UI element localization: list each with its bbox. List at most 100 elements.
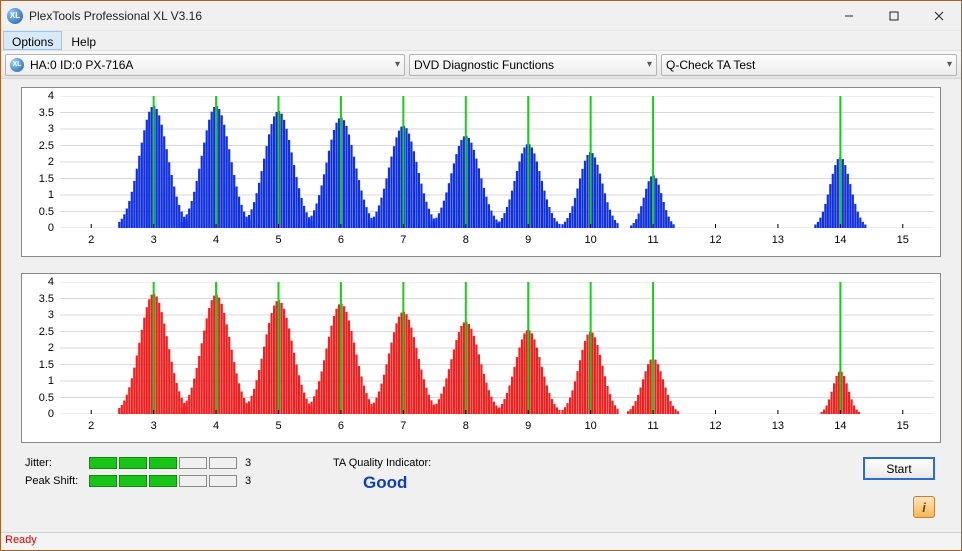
x-tick-label: 3 — [151, 420, 157, 432]
y-tick-label: 0 — [48, 222, 54, 234]
segment — [179, 457, 207, 469]
x-tick-label: 3 — [151, 234, 157, 246]
actions-panel: Start i — [787, 457, 937, 518]
y-tick-label: 2.5 — [39, 326, 54, 338]
y-tick-label: 1.5 — [39, 359, 54, 371]
y-axis-ticks: 00.511.522.533.54 — [22, 282, 56, 414]
jitter-chart-bottom: 00.511.522.533.54 23456789101112131415 — [21, 273, 941, 443]
x-tick-label: 11 — [647, 234, 658, 246]
function-label: DVD Diagnostic Functions — [414, 58, 554, 72]
x-tick-label: 5 — [275, 420, 281, 432]
y-tick-label: 0 — [48, 408, 54, 420]
quality-panel: TA Quality Indicator: Good — [275, 457, 787, 493]
function-combo[interactable]: DVD Diagnostic Functions ▾ — [409, 54, 657, 76]
x-tick-label: 11 — [647, 420, 658, 432]
x-tick-label: 12 — [709, 420, 721, 432]
y-tick-label: 3 — [48, 309, 54, 321]
x-tick-label: 10 — [585, 234, 597, 246]
device-combo[interactable]: XL HA:0 ID:0 PX-716A ▾ — [5, 54, 405, 76]
minimize-button[interactable] — [826, 1, 871, 30]
peakshift-metric: Peak Shift: 3 — [25, 475, 275, 487]
x-tick-label: 15 — [897, 234, 909, 246]
x-tick-label: 13 — [772, 234, 784, 246]
y-tick-label: 2 — [48, 156, 54, 168]
x-tick-label: 14 — [834, 420, 846, 432]
x-tick-label: 8 — [463, 420, 469, 432]
chart-plot — [60, 96, 934, 228]
chevron-down-icon: ▾ — [647, 59, 652, 70]
menubar: Options Help — [1, 31, 961, 51]
segment — [179, 475, 207, 487]
peakshift-label: Peak Shift: — [25, 475, 89, 487]
metrics-panel: Jitter: 3 Peak Shift: 3 — [25, 457, 275, 493]
x-tick-label: 6 — [338, 420, 344, 432]
y-tick-label: 4 — [48, 90, 54, 102]
window-title: PlexTools Professional XL V3.16 — [29, 9, 826, 23]
y-tick-label: 2.5 — [39, 140, 54, 152]
x-tick-label: 12 — [709, 234, 721, 246]
y-tick-label: 2 — [48, 342, 54, 354]
segment — [89, 475, 117, 487]
quality-label: TA Quality Indicator: — [333, 457, 787, 469]
y-tick-label: 1.5 — [39, 173, 54, 185]
segment — [209, 457, 237, 469]
toolbar: XL HA:0 ID:0 PX-716A ▾ DVD Diagnostic Fu… — [1, 51, 961, 79]
x-axis-ticks: 23456789101112131415 — [60, 420, 934, 436]
chevron-down-icon: ▾ — [395, 59, 400, 70]
x-tick-label: 14 — [834, 234, 846, 246]
test-label: Q-Check TA Test — [666, 58, 755, 72]
info-button[interactable]: i — [913, 496, 935, 518]
x-tick-label: 13 — [772, 420, 784, 432]
x-tick-label: 7 — [400, 234, 406, 246]
y-tick-label: 3.5 — [39, 293, 54, 305]
jitter-value: 3 — [245, 457, 251, 469]
y-tick-label: 3 — [48, 123, 54, 135]
x-axis-ticks: 23456789101112131415 — [60, 234, 934, 250]
jitter-metric: Jitter: 3 — [25, 457, 275, 469]
bottom-panel: Jitter: 3 Peak Shift: 3 TA Quality Indic… — [21, 443, 941, 524]
y-tick-label: 0.5 — [39, 206, 54, 218]
jitter-label: Jitter: — [25, 457, 89, 469]
y-tick-label: 0.5 — [39, 392, 54, 404]
titlebar: XL PlexTools Professional XL V3.16 — [1, 1, 961, 31]
y-tick-label: 1 — [48, 189, 54, 201]
menu-options[interactable]: Options — [3, 31, 62, 50]
x-tick-label: 6 — [338, 234, 344, 246]
jitter-bar — [89, 457, 237, 469]
x-tick-label: 7 — [400, 420, 406, 432]
x-tick-label: 4 — [213, 234, 219, 246]
x-tick-label: 15 — [897, 420, 909, 432]
statusbar: Ready — [1, 532, 961, 550]
chart-plot — [60, 282, 934, 414]
peakshift-value: 3 — [245, 475, 251, 487]
app-icon: XL — [7, 8, 23, 24]
test-combo[interactable]: Q-Check TA Test ▾ — [661, 54, 957, 76]
segment — [89, 457, 117, 469]
x-tick-label: 9 — [525, 420, 531, 432]
x-tick-label: 8 — [463, 234, 469, 246]
segment — [209, 475, 237, 487]
maximize-button[interactable] — [871, 1, 916, 30]
close-button[interactable] — [916, 1, 961, 30]
device-icon: XL — [10, 58, 24, 72]
y-tick-label: 3.5 — [39, 107, 54, 119]
window-controls — [826, 1, 961, 30]
y-tick-label: 1 — [48, 375, 54, 387]
segment — [119, 457, 147, 469]
jitter-chart-top: 00.511.522.533.54 23456789101112131415 — [21, 87, 941, 257]
start-button[interactable]: Start — [863, 457, 935, 480]
content-area: 00.511.522.533.54 23456789101112131415 0… — [1, 79, 961, 532]
status-text: Ready — [5, 534, 37, 546]
segment — [119, 475, 147, 487]
menu-help[interactable]: Help — [62, 31, 105, 50]
x-tick-label: 2 — [88, 234, 94, 246]
peakshift-bar — [89, 475, 237, 487]
quality-value: Good — [363, 473, 787, 493]
y-tick-label: 4 — [48, 276, 54, 288]
app-window: XL PlexTools Professional XL V3.16 Optio… — [0, 0, 962, 551]
x-tick-label: 9 — [525, 234, 531, 246]
device-label: HA:0 ID:0 PX-716A — [30, 58, 133, 72]
segment — [149, 475, 177, 487]
chevron-down-icon: ▾ — [947, 59, 952, 70]
segment — [149, 457, 177, 469]
